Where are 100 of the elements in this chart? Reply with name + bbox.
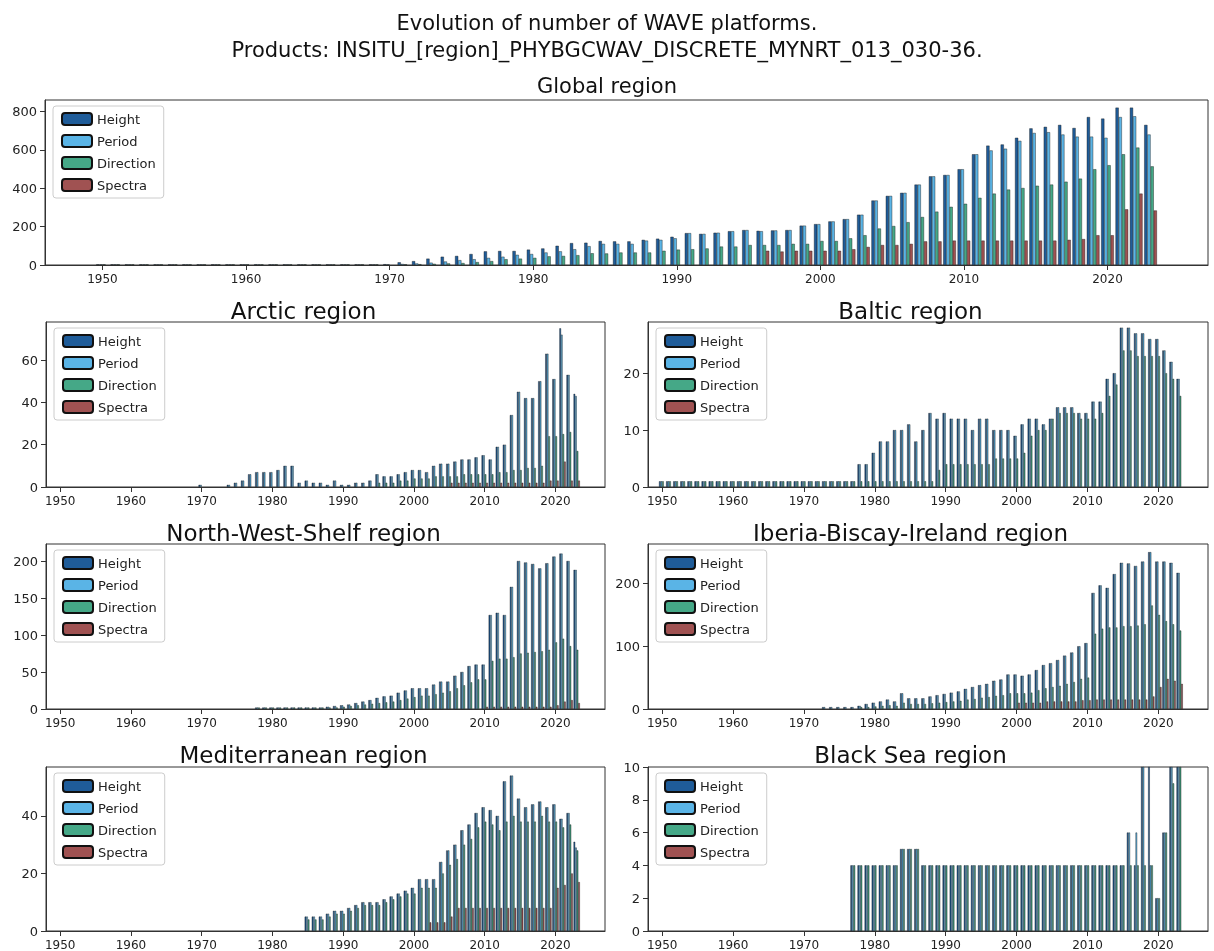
legend-label: Spectra (97, 177, 148, 193)
x-tick-label: 2020 (540, 716, 571, 730)
y-tick-label: 800 (12, 104, 37, 120)
x-tick-label: 2020 (1092, 272, 1123, 286)
legend-label: Direction (98, 599, 157, 615)
y-tick-label: 10 (623, 422, 640, 438)
x-tick-label: 1990 (930, 494, 961, 508)
y-tick-label: 20 (21, 437, 38, 453)
x-tick-label: 1980 (517, 272, 549, 286)
y-tick-label: 8 (631, 792, 640, 808)
chart-subtitle: Global region (536, 73, 678, 98)
x-tick-label: 1980 (859, 716, 891, 730)
x-tick-label: 1980 (859, 494, 891, 508)
x-tick-label: 1950 (646, 494, 678, 508)
x-tick-label: 1960 (717, 716, 749, 730)
y-tick-label: 0 (29, 701, 38, 717)
x-tick-label: 1970 (374, 272, 405, 286)
x-tick-label: 2000 (398, 716, 430, 730)
chart-title: Evolution of number of WAVE platforms. Products: INSITU_[region]_PHYBGCWAV_DISCRETE_MYNRT_013_030-36. (231, 10, 983, 63)
x-tick-label: 1970 (186, 716, 217, 730)
x-tick-label: 1980 (257, 938, 288, 951)
x-tick-label: 1950 (44, 716, 76, 730)
legend-label: Spectra (700, 399, 751, 415)
chart-title: North-West-Shelf region (166, 519, 441, 546)
x-tick-label: 1980 (257, 716, 288, 730)
y-tick-label: 0 (631, 701, 640, 717)
y-tick-label: 200 (13, 553, 38, 569)
y-tick-label: 20 (21, 865, 38, 881)
legend-label: Spectra (98, 399, 149, 415)
x-tick-label: 1960 (115, 716, 147, 730)
x-tick-label: 1990 (327, 494, 359, 508)
x-tick-label: 1950 (646, 938, 678, 951)
y-tick-label: 100 (615, 638, 640, 654)
y-tick-label: 40 (21, 808, 38, 824)
x-tick-label: 1990 (327, 716, 359, 730)
legend-label: Direction (97, 155, 156, 171)
legend-label: Period (700, 577, 741, 593)
chart-title: Black Sea region (814, 741, 1007, 768)
x-tick-label: 1980 (257, 494, 288, 508)
x-tick-label: 1990 (327, 938, 359, 951)
chart-title: Iberia-Biscay-Ireland region (753, 519, 1068, 546)
x-tick-label: 2010 (469, 716, 500, 730)
y-tick-label: 200 (12, 219, 37, 235)
legend-label: Spectra (700, 844, 751, 860)
legend-label: Period (98, 355, 139, 371)
x-tick-label: 1950 (44, 938, 76, 951)
x-tick-label: 1990 (930, 716, 961, 730)
x-tick-label: 1970 (186, 494, 217, 508)
x-tick-label: 1950 (646, 716, 678, 730)
x-tick-label: 1970 (186, 938, 217, 951)
x-tick-label: 1950 (44, 494, 76, 508)
y-tick-label: 4 (631, 857, 640, 873)
y-tick-label: 150 (13, 590, 38, 606)
y-tick-label: 400 (12, 180, 37, 196)
y-tick-label: 600 (12, 142, 37, 158)
x-tick-label: 2010 (1072, 938, 1103, 951)
x-tick-label: 1960 (115, 494, 147, 508)
legend-label: Spectra (98, 844, 149, 860)
x-tick-label: 2010 (469, 494, 500, 508)
legend-label: Height (98, 555, 141, 571)
y-tick-label: 2 (631, 890, 640, 906)
legend-label: Height (700, 555, 743, 571)
x-tick-label: 2010 (1072, 716, 1103, 730)
legend-label: Height (97, 111, 140, 127)
y-tick-label: 0 (29, 479, 38, 495)
legend-label: Direction (700, 599, 759, 615)
x-tick-label: 2010 (948, 272, 980, 286)
legend-label: Height (98, 778, 141, 794)
x-tick-label: 2010 (469, 938, 500, 951)
x-tick-label: 2010 (1072, 494, 1103, 508)
x-tick-label: 1980 (859, 938, 891, 951)
legend-label: Period (97, 133, 138, 149)
x-tick-label: 1970 (788, 716, 820, 730)
y-tick-label: 10 (623, 759, 640, 775)
x-tick-label: 1990 (661, 272, 693, 286)
x-tick-label: 2000 (398, 938, 430, 951)
x-tick-label: 2020 (1143, 494, 1174, 508)
y-tick-label: 0 (631, 923, 640, 939)
y-tick-label: 6 (631, 825, 640, 841)
y-tick-label: 200 (615, 576, 640, 592)
legend-label: Height (98, 333, 141, 349)
legend-label: Period (98, 800, 139, 816)
y-tick-label: 20 (623, 365, 640, 381)
y-tick-label: 0 (28, 257, 37, 273)
legend-label: Period (98, 577, 139, 593)
x-tick-label: 2000 (1001, 938, 1032, 951)
x-tick-label: 2020 (540, 494, 571, 508)
chart-title: Arctic region (230, 297, 377, 324)
x-tick-label: 2000 (1001, 716, 1032, 730)
x-tick-label: 1960 (115, 938, 147, 951)
legend-label: Direction (98, 377, 157, 393)
legend-label: Direction (98, 822, 157, 838)
legend-label: Height (700, 333, 743, 349)
legend-label: Height (700, 778, 743, 794)
x-tick-label: 2020 (1143, 716, 1174, 730)
chart-title: Mediterranean region (179, 741, 428, 768)
x-tick-label: 1970 (788, 938, 820, 951)
x-tick-label: 1990 (930, 938, 961, 951)
x-tick-label: 1960 (717, 494, 749, 508)
x-tick-label: 1960 (717, 938, 749, 951)
